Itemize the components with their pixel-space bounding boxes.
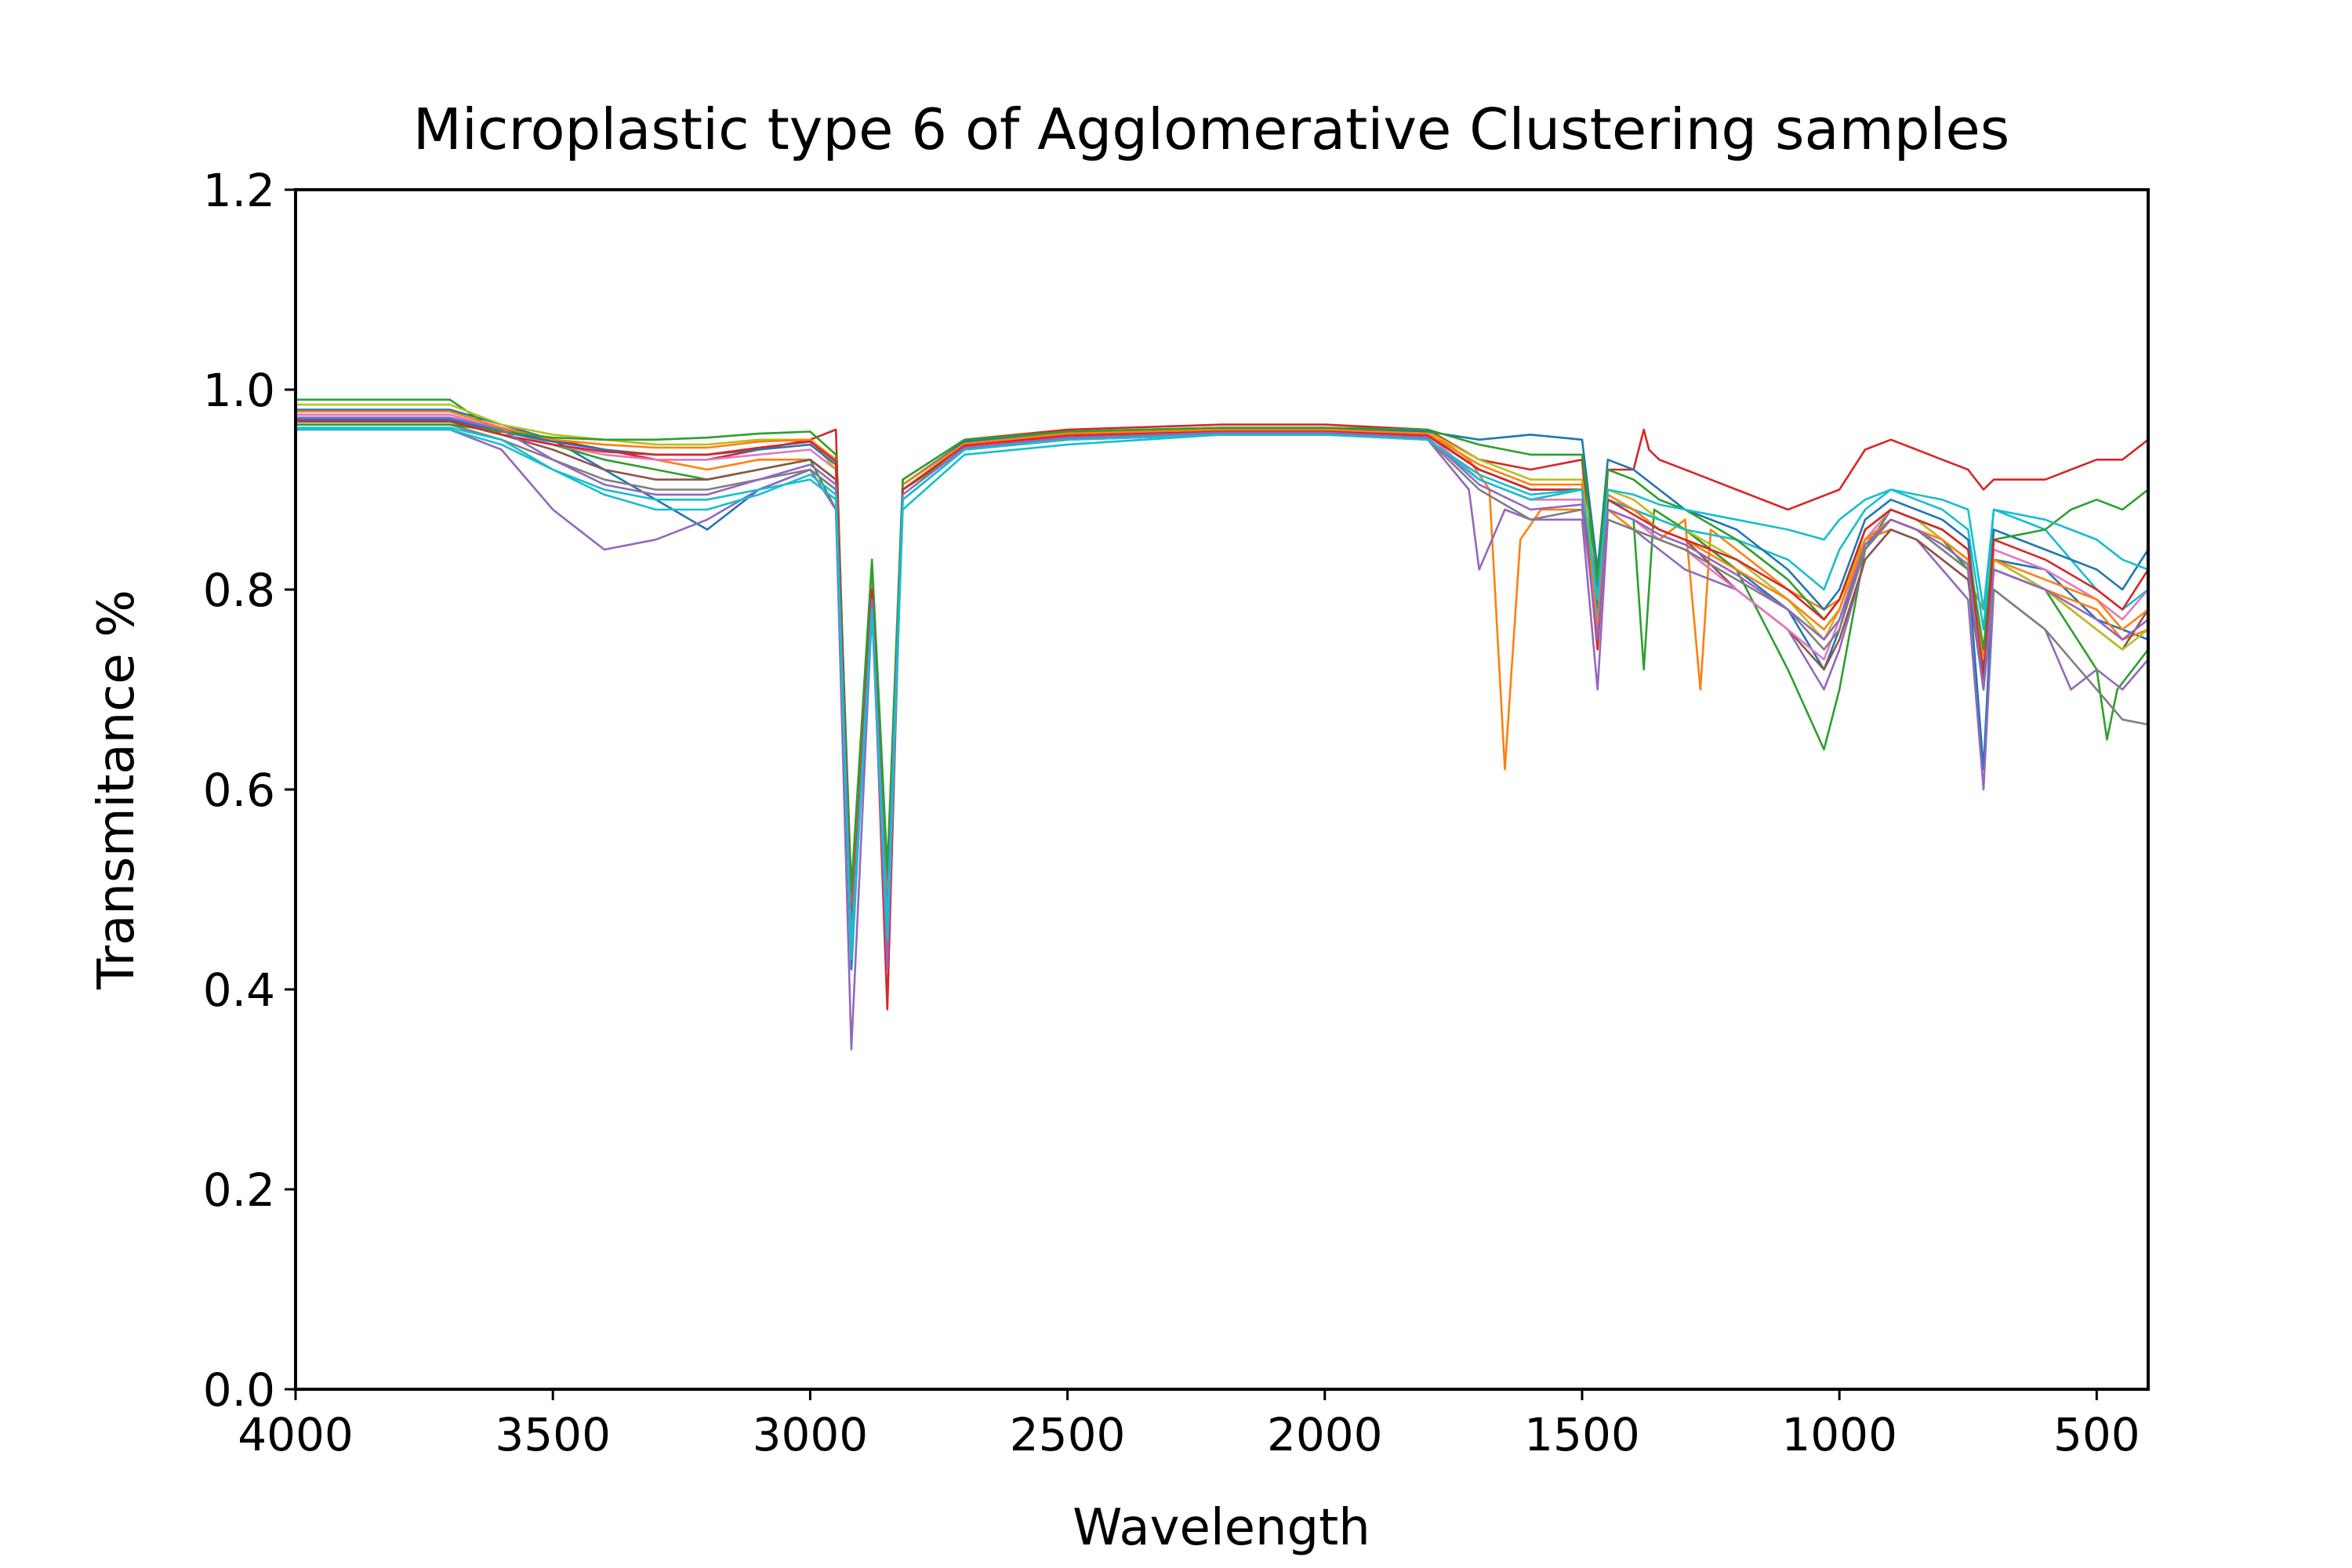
- x-tick-label: 3500: [495, 1408, 611, 1461]
- x-tick-label: 2500: [1010, 1408, 1126, 1461]
- x-tick-label: 4000: [238, 1408, 354, 1461]
- y-tick-label: 1.2: [203, 164, 275, 217]
- plot-series-group: [296, 398, 2150, 1051]
- y-tick-label: 0.4: [203, 964, 275, 1017]
- y-axis-label: Transmitance %: [88, 590, 146, 990]
- y-tick-label: 0.8: [203, 564, 275, 617]
- y-tick-label: 1.0: [203, 364, 275, 417]
- x-axis: 4000 3500 3000 2500 2000 1500 1000 500: [238, 1389, 2140, 1461]
- chart-title: Microplastic type 6 of Agglomerative Clu…: [413, 96, 2010, 162]
- y-tick-label: 0.2: [203, 1163, 275, 1217]
- x-tick-label: 1000: [1781, 1408, 1897, 1461]
- spectrum-line-16: [296, 426, 2149, 951]
- spectrum-line-15: [296, 416, 2149, 941]
- y-axis: 0.0 0.2 0.4 0.6 0.8 1.0 1.2: [203, 164, 296, 1417]
- y-tick-label: 0.0: [203, 1363, 275, 1417]
- x-tick-label: 1500: [1524, 1408, 1640, 1461]
- x-tick-label: 3000: [753, 1408, 869, 1461]
- y-tick-label: 0.6: [203, 764, 275, 817]
- spectrum-line-14: [296, 420, 2150, 931]
- spectrum-line-12: [296, 410, 2149, 921]
- x-axis-label: Wavelength: [1073, 1499, 1370, 1557]
- x-tick-label: 500: [2053, 1408, 2140, 1461]
- spectrum-line-11: [296, 419, 2150, 901]
- x-tick-label: 2000: [1267, 1408, 1383, 1461]
